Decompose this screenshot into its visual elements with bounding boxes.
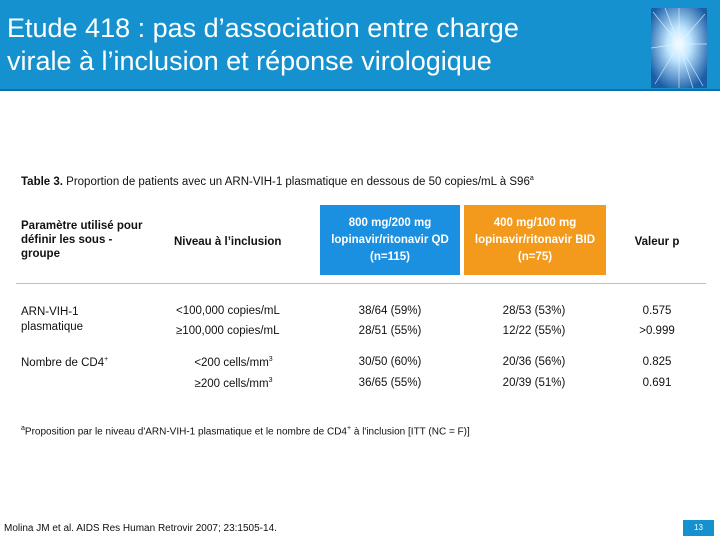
row-niveau: <100,000 copies/mL [176,305,280,317]
footnote-text: Proposition par le niveau d'ARN-VIH-1 pl… [24,426,347,438]
row-qd: 36/65 (55%) [358,377,422,389]
row-niveau-text: ≥200 cells/mm [194,377,269,390]
row-qd: 30/50 (60%) [358,356,422,368]
slide-title: Etude 418 : pas d’association entre char… [7,13,519,76]
row-p: 0.575 [642,305,672,317]
header-niveau: Niveau à l’inclusion [174,236,282,248]
table-footnote: aProposition par le niveau d'ARN-VIH-1 p… [21,425,711,437]
header-banner: Etude 418 : pas d’association entre char… [0,0,720,91]
footnote-superscript-cd4: + [346,425,352,432]
row-bid: 20/36 (56%) [502,356,566,368]
row-qd: 28/51 (55%) [358,325,422,337]
group-param: ARN-VIH-1 plasmatique [21,306,84,333]
header-qd: 800 mg/200 mg lopinavir/ritonavir QD (n=… [320,205,460,275]
row-niveau-text: <200 cells/mm [194,356,269,369]
caption-label: Table 3. [21,175,63,188]
row-niveau: <200 cells/mm3 [176,356,291,369]
table-caption: Table 3. Proportion de patients avec un … [21,175,711,188]
page-number: 13 [683,520,714,536]
row-bid: 20/39 (51%) [502,377,566,389]
row-p: 0.691 [642,377,672,389]
footnote-text-end: à l'inclusion [ITT (NC = F)] [351,426,470,438]
group-param-text: Nombre de CD4 [21,356,105,369]
row-bid: 12/22 (55%) [502,325,566,337]
footnote-superscript: a [21,425,25,432]
caption-text: Proportion de patients avec un ARN-VIH-1… [62,175,530,188]
row-niveau: ≥200 cells/mm3 [176,377,291,390]
header-bid: 400 mg/100 mg lopinavir/ritonavir BID (n… [464,205,606,275]
row-p: >0.999 [639,325,675,337]
table-divider [16,283,706,284]
row-niveau-superscript: 3 [268,377,273,384]
row-qd: 38/64 (59%) [358,305,422,317]
row-p: 0.825 [642,356,672,368]
row-niveau-superscript: 3 [268,356,273,363]
row-niveau: ≥100,000 copies/mL [176,325,280,337]
group-param: Nombre de CD4+ [21,356,161,369]
header-valeur-p: Valeur p [634,236,680,248]
group-param-superscript: + [104,356,109,363]
starburst-graphic-icon [651,8,707,88]
row-bid: 28/53 (53%) [502,305,566,317]
header-param: Paramètre utilisé pour définir les sous … [21,220,143,260]
reference-citation: Molina JM et al. AIDS Res Human Retrovir… [4,523,277,534]
caption-superscript: a [529,175,534,182]
